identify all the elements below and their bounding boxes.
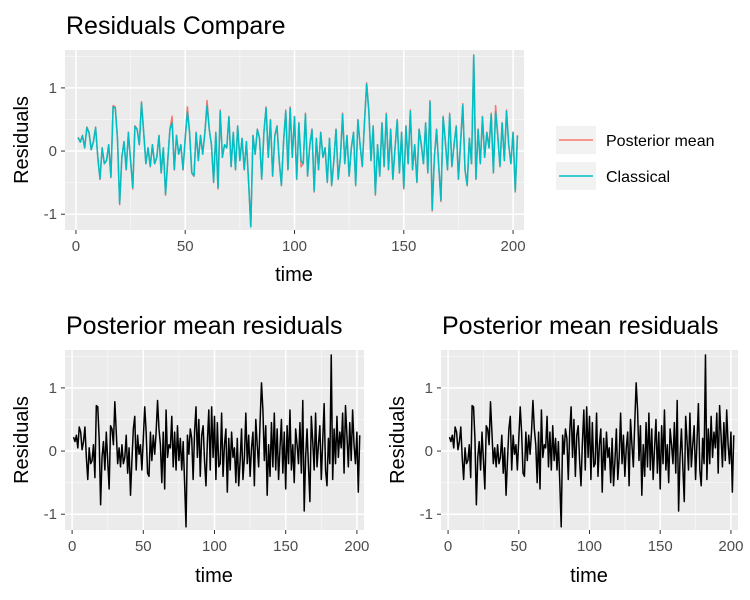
y-tick-label: 0: [49, 143, 57, 160]
x-tick-label: 200: [344, 538, 369, 555]
compare-chart: Residuals Compare 0 50 100 150 200 -1 0 1 time…: [11, 12, 715, 286]
posterior-chart-left: Posterior mean residuals 0 50 100 150 200 -1…: [11, 312, 369, 587]
x-tick-label: 100: [577, 538, 602, 555]
series-line-residuals: [448, 354, 735, 528]
y-tick-label: -1: [44, 506, 57, 523]
x-tick-label: 100: [282, 238, 307, 255]
x-tick-label: 150: [648, 538, 673, 555]
y-tick-label: 1: [49, 80, 57, 97]
x-tick-label: 0: [68, 538, 76, 555]
y-axis-label: Residuals: [387, 396, 409, 484]
y-tick-label: 1: [49, 380, 57, 397]
x-axis-label: time: [275, 264, 313, 286]
x-tick-label: 50: [135, 538, 152, 555]
x-tick-label: 150: [273, 538, 298, 555]
y-tick-label: 0: [425, 443, 433, 460]
y-axis-label: Residuals: [11, 396, 33, 484]
y-tick-label: -1: [420, 506, 433, 523]
x-tick-label: 50: [177, 238, 194, 255]
series-line-residuals: [72, 354, 361, 528]
chart-title: Posterior mean residuals: [66, 312, 343, 340]
x-axis-label: time: [570, 565, 608, 587]
x-tick-label: 0: [444, 538, 452, 555]
chart-title: Residuals Compare: [66, 12, 286, 40]
x-tick-label: 100: [202, 538, 227, 555]
legend-label-classical: Classical: [606, 169, 670, 186]
legend-label-posterior-mean: Posterior mean: [606, 133, 715, 150]
chart-title: Posterior mean residuals: [442, 312, 719, 340]
posterior-chart-right: Posterior mean residuals 0 50 100 150 200 -1…: [387, 312, 743, 587]
x-tick-label: 150: [391, 238, 416, 255]
y-axis-label: Residuals: [11, 96, 33, 184]
y-tick-label: 1: [425, 380, 433, 397]
x-axis-label: time: [195, 565, 233, 587]
x-tick-label: 50: [510, 538, 527, 555]
legend: Posterior mean Classical: [556, 126, 715, 190]
x-tick-label: 200: [718, 538, 743, 555]
x-tick-label: 200: [501, 238, 526, 255]
y-tick-label: -1: [44, 206, 57, 223]
x-tick-label: 0: [72, 238, 80, 255]
y-tick-label: 0: [49, 443, 57, 460]
series-line-classical: [77, 54, 519, 228]
